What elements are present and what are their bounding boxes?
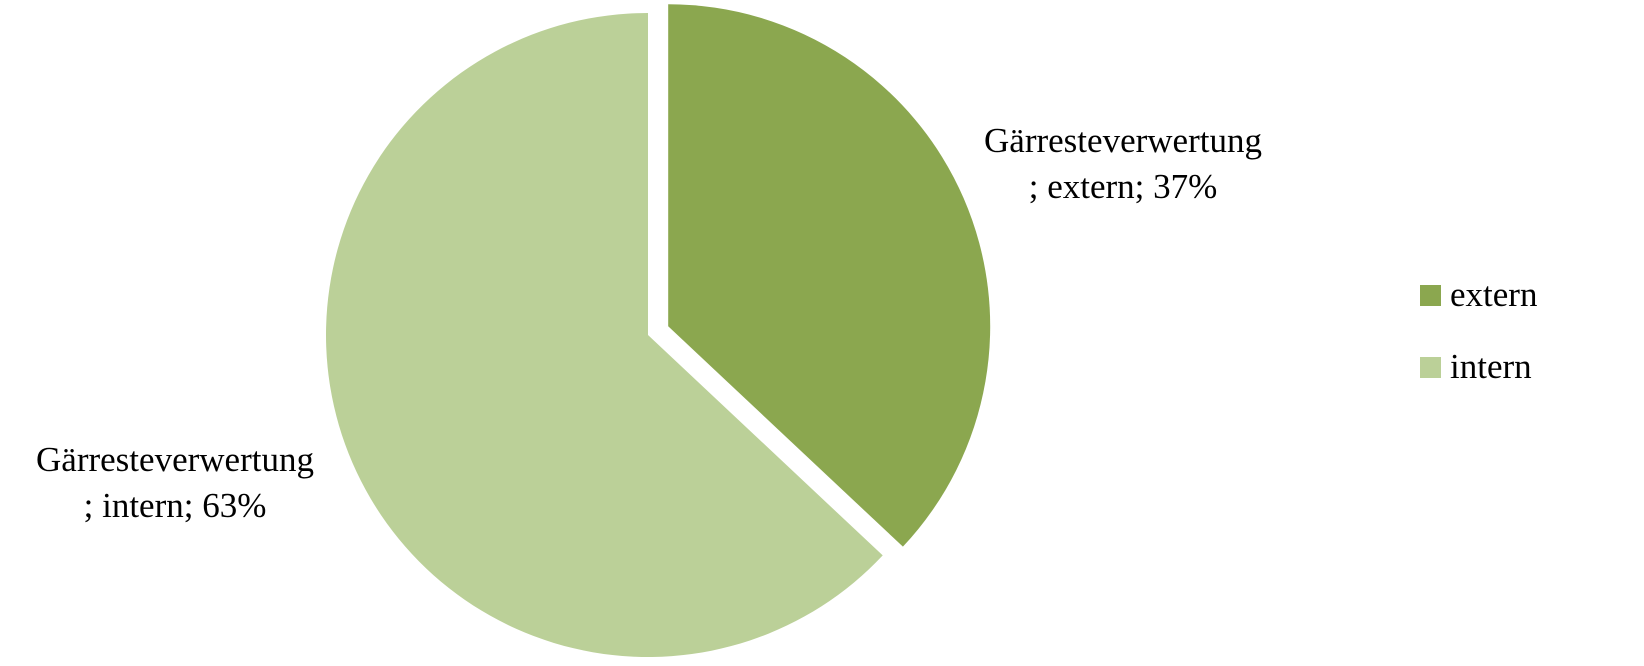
legend-item-intern: intern [1420,344,1537,390]
legend: extern intern [1420,272,1537,416]
data-label-intern-line1: Gärresteverwertung [36,440,314,479]
legend-swatch-intern [1420,356,1441,378]
legend-label-extern: extern [1450,275,1538,314]
pie-slice-intern [325,13,883,658]
data-label-intern: Gärresteverwertung ; intern; 63% [0,437,350,529]
pie-slice-extern [668,4,991,547]
data-label-extern: Gärresteverwertung ; extern; 37% [948,118,1298,210]
data-label-extern-line2: ; extern; 37% [1028,167,1218,206]
data-label-intern-line2: ; intern; 63% [83,486,267,525]
legend-label-intern: intern [1450,347,1532,386]
legend-item-extern: extern [1420,272,1537,318]
data-label-extern-line1: Gärresteverwertung [984,121,1262,160]
legend-swatch-extern [1420,284,1441,306]
